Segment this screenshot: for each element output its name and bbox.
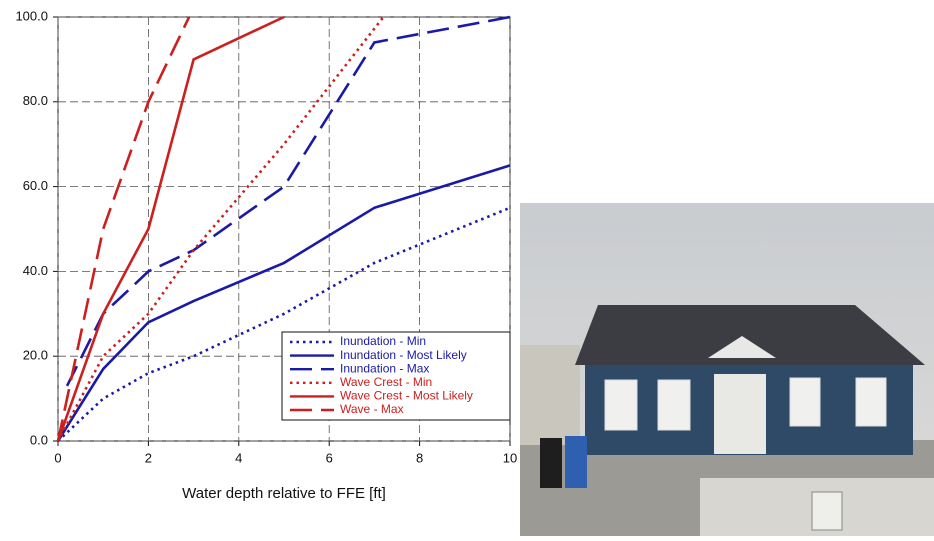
legend-label: Inundation - Max xyxy=(340,361,429,375)
legend-label: Wave Crest - Min xyxy=(340,375,432,389)
window xyxy=(856,378,886,426)
neighbor-house xyxy=(520,345,580,445)
mailbox xyxy=(812,492,842,530)
x-tick-label: 0 xyxy=(54,450,61,465)
window xyxy=(790,378,820,426)
y-tick-label: 100.0 xyxy=(15,8,48,23)
door xyxy=(714,374,766,454)
house-photo xyxy=(520,203,934,536)
x-tick-label: 8 xyxy=(416,450,423,465)
x-tick-label: 4 xyxy=(235,450,242,465)
x-tick-label: 10 xyxy=(503,450,517,465)
trash-bin xyxy=(540,438,562,488)
x-tick-label: 6 xyxy=(326,450,333,465)
y-tick-label: 0.0 xyxy=(30,432,48,447)
legend-label: Wave - Max xyxy=(340,402,404,416)
y-tick-label: 80.0 xyxy=(23,93,48,108)
legend-label: Wave Crest - Most Likely xyxy=(340,389,473,403)
y-tick-label: 40.0 xyxy=(23,263,48,278)
y-tick-label: 60.0 xyxy=(23,178,48,193)
series-line xyxy=(58,17,189,441)
plot: 0.0 20.0 40.0 60.0 80.0 100.0 0 2 4 6 8 10 Inundatio… xyxy=(15,8,517,465)
legend-label: Inundation - Min xyxy=(340,334,426,348)
window xyxy=(605,380,637,430)
recycle-bin xyxy=(565,436,587,488)
legend-label: Inundation - Most Likely xyxy=(340,348,467,362)
page: Water depth relative to FFE [ft] 0.0 20.0… xyxy=(0,0,934,536)
x-axis-label: Water depth relative to FFE [ft] xyxy=(182,485,386,502)
series-line xyxy=(67,17,510,386)
window xyxy=(658,380,690,430)
y-tick-label: 20.0 xyxy=(23,348,48,363)
x-tick-label: 2 xyxy=(145,450,152,465)
